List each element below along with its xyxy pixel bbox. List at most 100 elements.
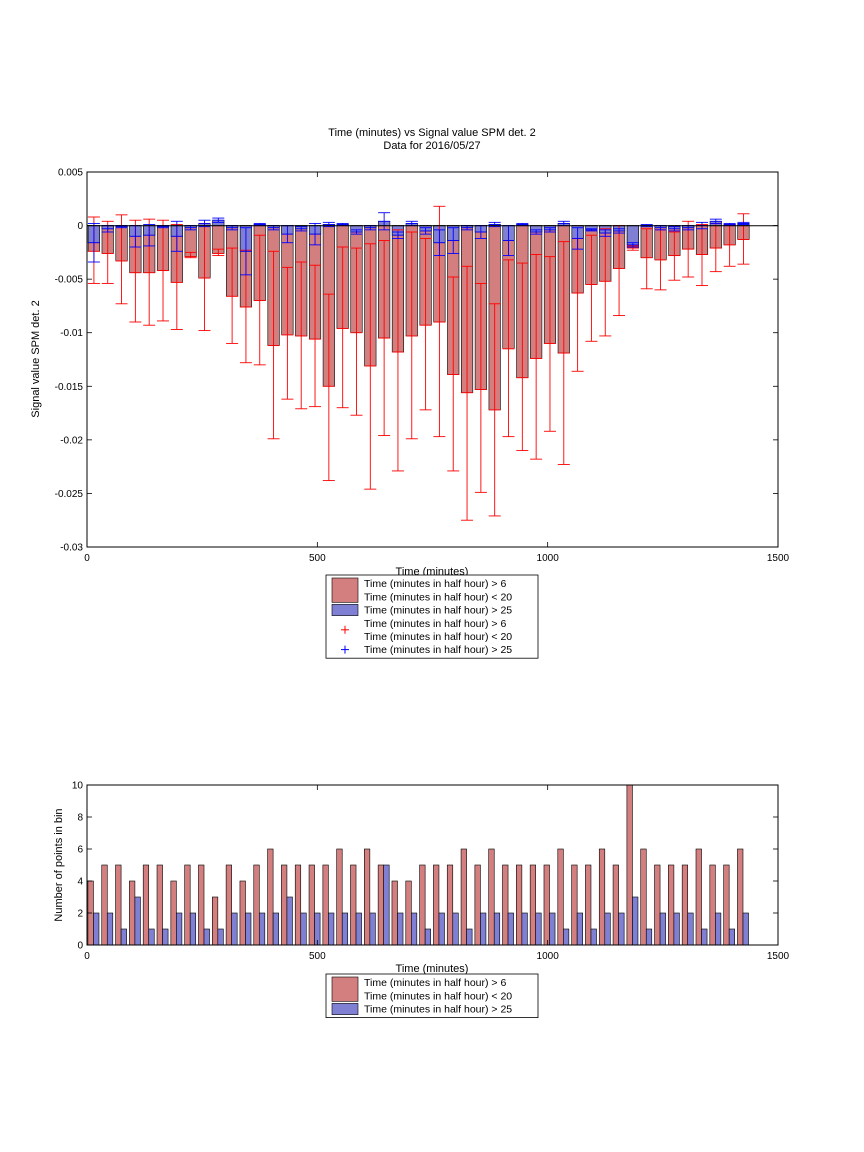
- y-tick-label: 0: [77, 221, 83, 232]
- chart-subtitle: Data for 2016/05/27: [383, 140, 480, 152]
- bar-red: [695, 848, 702, 946]
- legend-swatch: [331, 976, 359, 1002]
- legend-box: [325, 574, 539, 659]
- bar-blue: [645, 928, 653, 946]
- bar-red: [129, 880, 136, 946]
- legend-label: Time (minutes in half hour) > 25: [364, 644, 512, 656]
- error-bars: [87, 205, 750, 521]
- y-tick-label: 4: [77, 877, 83, 888]
- x-tick-label: 500: [309, 951, 326, 962]
- bar-red: [433, 864, 440, 946]
- legend-label: Time (minutes in half hour) > 6: [364, 618, 506, 630]
- bar-red: [101, 864, 108, 946]
- legend-swatch: [331, 1003, 359, 1015]
- bar-blue: [286, 896, 293, 946]
- legend-label: Time (minutes in half hour) < 20: [364, 990, 512, 1002]
- bar-red: [598, 848, 606, 946]
- x-tick-label: 1000: [537, 553, 560, 564]
- bar-blue: [424, 928, 431, 946]
- bar-blue: [521, 912, 528, 946]
- bar-blue: [134, 896, 141, 946]
- x-tick-label: 0: [84, 951, 90, 962]
- bar-red: [281, 864, 288, 946]
- plot-area: [86, 784, 779, 946]
- bar-blue: [715, 912, 722, 946]
- legend-label: Time (minutes in half hour) < 20: [364, 591, 512, 603]
- bar-blue: [411, 912, 418, 946]
- bar-red: [419, 864, 426, 946]
- bar-blue: [701, 928, 708, 946]
- bar-blue: [563, 928, 570, 946]
- bar-blue: [176, 912, 183, 946]
- x-tick-label: 500: [309, 553, 326, 564]
- bar-blue: [590, 928, 597, 946]
- legend-label: Time (minutes in half hour) < 20: [364, 631, 512, 643]
- bar-blue: [549, 912, 556, 946]
- bar-blue: [162, 928, 169, 946]
- bar-red: [446, 864, 454, 946]
- axis-ticks: 0 500 1000 1500 0 2 4 6 8 10: [72, 781, 790, 963]
- bar-red: [557, 848, 564, 946]
- bar-red: [308, 864, 315, 946]
- bar-red: [474, 864, 481, 946]
- bar-blue: [231, 912, 238, 946]
- bars: [87, 219, 750, 411]
- bar-blue: [189, 912, 197, 946]
- bar-red: [405, 880, 412, 946]
- bar-blue: [659, 912, 666, 946]
- bar-blue: [106, 912, 114, 946]
- bar-blue: [742, 912, 749, 946]
- bar-blue: [438, 912, 445, 946]
- axis-ticks: 0 500 1000 1500 -0.03 -0.025 -0.02 -0.015 -0.01 -…: [55, 168, 790, 565]
- x-tick-label: 1000: [537, 951, 560, 962]
- bar-blue: [203, 928, 210, 946]
- bar-red: [612, 864, 619, 946]
- bars: [87, 784, 749, 946]
- bar-blue: [258, 912, 266, 946]
- legend-label: Time (minutes in half hour) > 6: [364, 578, 506, 590]
- y-tick-label: 0: [77, 941, 83, 952]
- bar-blue: [341, 912, 349, 946]
- bar-blue: [728, 928, 735, 946]
- bar-red: [253, 864, 260, 946]
- y-axis-label: Number of points in bin: [53, 808, 65, 921]
- bar-blue: [687, 912, 694, 946]
- bar-red: [336, 848, 343, 946]
- bar-blue: [452, 912, 459, 946]
- bar-red: [239, 880, 246, 946]
- bar-blue: [383, 864, 390, 946]
- y-tick-label: 0.005: [58, 168, 83, 179]
- x-axis-label: Time (minutes): [396, 963, 469, 975]
- bar-red: [170, 880, 177, 946]
- bar-blue: [604, 912, 611, 946]
- bar-red: [502, 864, 509, 946]
- bar-red: [391, 880, 398, 946]
- bar-blue: [120, 928, 127, 946]
- y-tick-label: 8: [77, 813, 83, 824]
- bar-red: [571, 864, 578, 946]
- x-tick-label: 0: [84, 553, 90, 564]
- count-chart: 0 500 1000 1500 0 2 4 6 8 10 Time (minutes) Numbe…: [53, 781, 790, 1018]
- legend-swatch: [331, 604, 359, 616]
- y-tick-label: 10: [72, 781, 84, 792]
- plot-area: [86, 171, 779, 548]
- bar-red: [212, 896, 219, 946]
- bar-blue: [93, 912, 100, 946]
- bar-blue: [245, 912, 252, 946]
- bar-blue: [148, 928, 155, 946]
- y-tick-label: -0.03: [60, 543, 83, 554]
- bar-red: [585, 864, 592, 946]
- y-tick-label: -0.005: [55, 275, 84, 286]
- bar-red: [156, 864, 163, 946]
- bar-red: [364, 848, 371, 946]
- signal-chart: Time (minutes) vs Signal value SPM det. …: [30, 127, 790, 659]
- bar-red: [543, 864, 550, 946]
- bar-blue: [626, 225, 639, 246]
- bar-red: [640, 848, 647, 946]
- bar-red: [184, 864, 191, 946]
- chart-title: Time (minutes) vs Signal value SPM det. …: [328, 127, 535, 139]
- bar-blue: [369, 912, 376, 946]
- bar-blue: [618, 912, 625, 946]
